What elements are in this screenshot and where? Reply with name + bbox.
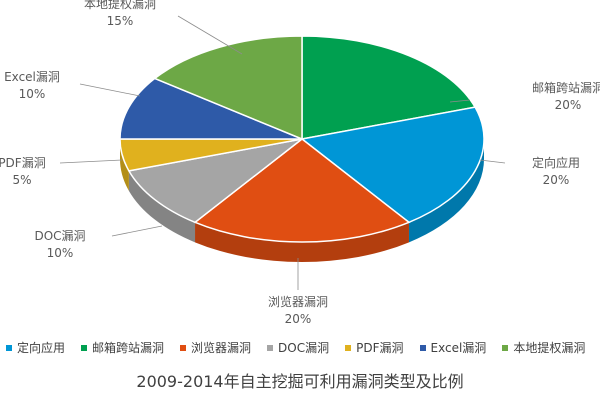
legend-item-PDF漏洞: PDF漏洞 [345, 339, 404, 356]
data-label-name: 邮箱跨站漏洞 [532, 80, 600, 95]
data-label-name: DOC漏洞 [34, 229, 85, 243]
legend-label: 本地提权漏洞 [513, 341, 586, 355]
pie-side-DOC漏洞 [128, 170, 196, 243]
leader-line [449, 99, 471, 103]
data-label-value: 10% [47, 246, 74, 260]
legend-label: PDF漏洞 [356, 341, 404, 355]
legend-label: DOC漏洞 [278, 341, 330, 355]
pie-slice-定向应用 [300, 106, 485, 224]
legend-swatch [81, 344, 88, 351]
data-label-value: 5% [12, 173, 31, 187]
data-label-value: 20% [543, 173, 570, 187]
legend-swatch [419, 344, 426, 351]
pie-slice-Excel漏洞 [119, 77, 303, 140]
data-label-name: 定向应用 [532, 155, 580, 170]
chart-title: 2009-2014年自主挖掘可利用漏洞类型及比例 [136, 372, 464, 391]
legend-item-定向应用: 定向应用 [6, 339, 65, 356]
data-label-value: 20% [555, 98, 582, 112]
pie-top [119, 35, 485, 243]
legend: 定向应用 邮箱跨站漏洞 浏览器漏洞 DOC漏洞 PDF漏洞 Excel漏洞 本地… [6, 339, 600, 356]
legend-swatch [345, 344, 352, 351]
pie-slice-邮箱跨站漏洞 [301, 35, 477, 140]
data-labels: 邮箱跨站漏洞 20% 定向应用 20% 浏览器漏洞 20% DOC漏洞 10% PDF漏洞 5% E… [0, 0, 600, 326]
data-label-name: PDF漏洞 [0, 156, 46, 170]
legend-swatch [267, 344, 274, 351]
legend-swatch [180, 344, 187, 351]
legend-label: 浏览器漏洞 [191, 341, 252, 355]
data-label-value: 15% [107, 14, 134, 28]
leader-line [177, 15, 243, 55]
data-label-name: 本地提权漏洞 [84, 0, 156, 11]
data-label-value: 10% [19, 87, 46, 101]
data-label-name: 浏览器漏洞 [268, 294, 328, 309]
leader-line [479, 159, 506, 164]
pie-side-定向应用 [408, 139, 484, 243]
legend-item-本地提权漏洞: 本地提权漏洞 [502, 339, 585, 356]
data-label-value: 20% [285, 312, 312, 326]
legend-item-DOC漏洞: DOC漏洞 [267, 339, 329, 356]
legend-item-Excel漏洞: Excel漏洞 [419, 339, 487, 356]
pie-side-PDF漏洞 [120, 139, 129, 191]
legend-label: 邮箱跨站漏洞 [92, 341, 165, 355]
leader-line [79, 83, 141, 97]
legend-swatch [502, 344, 509, 351]
legend-item-浏览器漏洞: 浏览器漏洞 [180, 339, 251, 356]
pie-slice-DOC漏洞 [127, 138, 303, 224]
data-label-name: Excel漏洞 [4, 70, 60, 84]
pie-slice-浏览器漏洞 [193, 138, 411, 243]
leader-line [111, 225, 163, 237]
legend-label: Excel漏洞 [430, 341, 487, 355]
legend-swatch [6, 344, 12, 351]
leader-line [59, 159, 123, 164]
pie-slice-本地提权漏洞 [153, 35, 303, 141]
legend-item-邮箱跨站漏洞: 邮箱跨站漏洞 [81, 339, 164, 356]
legend-label: 定向应用 [17, 341, 66, 355]
